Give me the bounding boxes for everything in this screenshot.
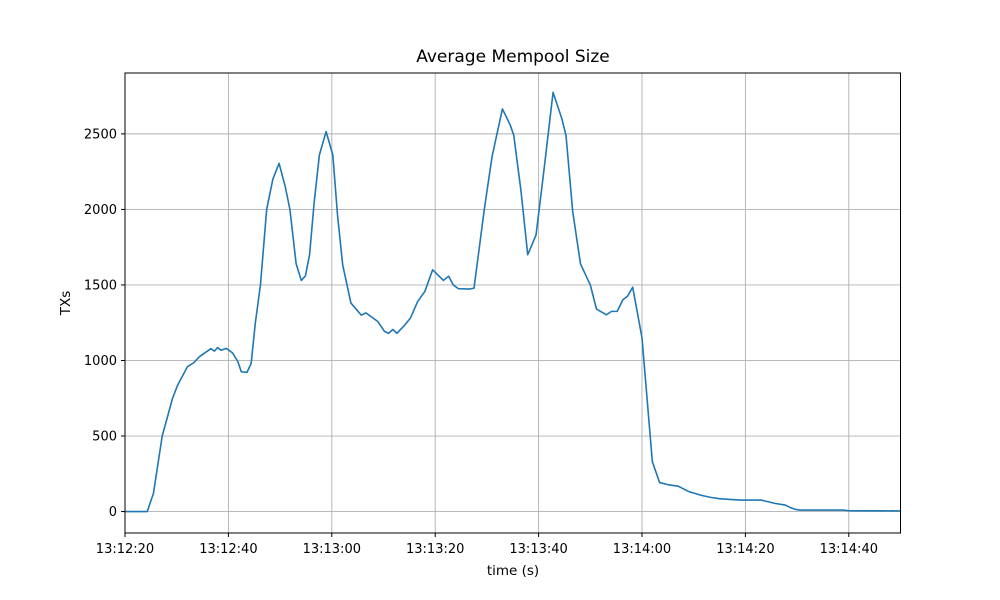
data-series-line [124,91,902,513]
x-tick-label: 13:13:40 [509,542,567,557]
x-tick-label: 13:13:20 [406,542,464,557]
x-tick-label: 13:12:20 [96,542,154,557]
x-tick-label: 13:14:40 [820,542,878,557]
y-tick-label: 1000 [84,354,117,369]
plot-border [124,72,901,534]
y-axis-label: TXs [58,290,74,316]
y-tick-label: 2500 [84,127,117,142]
y-tick-label: 0 [109,505,117,520]
y-tick-label: 1500 [84,278,117,293]
y-tick-label: 2000 [84,203,117,218]
chart-title: Average Mempool Size [416,47,610,67]
y-tick-label: 500 [92,430,117,445]
x-tick-label: 13:14:20 [716,542,774,557]
x-tick-label: 13:14:00 [613,542,671,557]
x-tick-label: 13:13:00 [303,542,361,557]
x-tick-label: 13:12:40 [199,542,257,557]
x-axis-label: time (s) [486,563,540,579]
